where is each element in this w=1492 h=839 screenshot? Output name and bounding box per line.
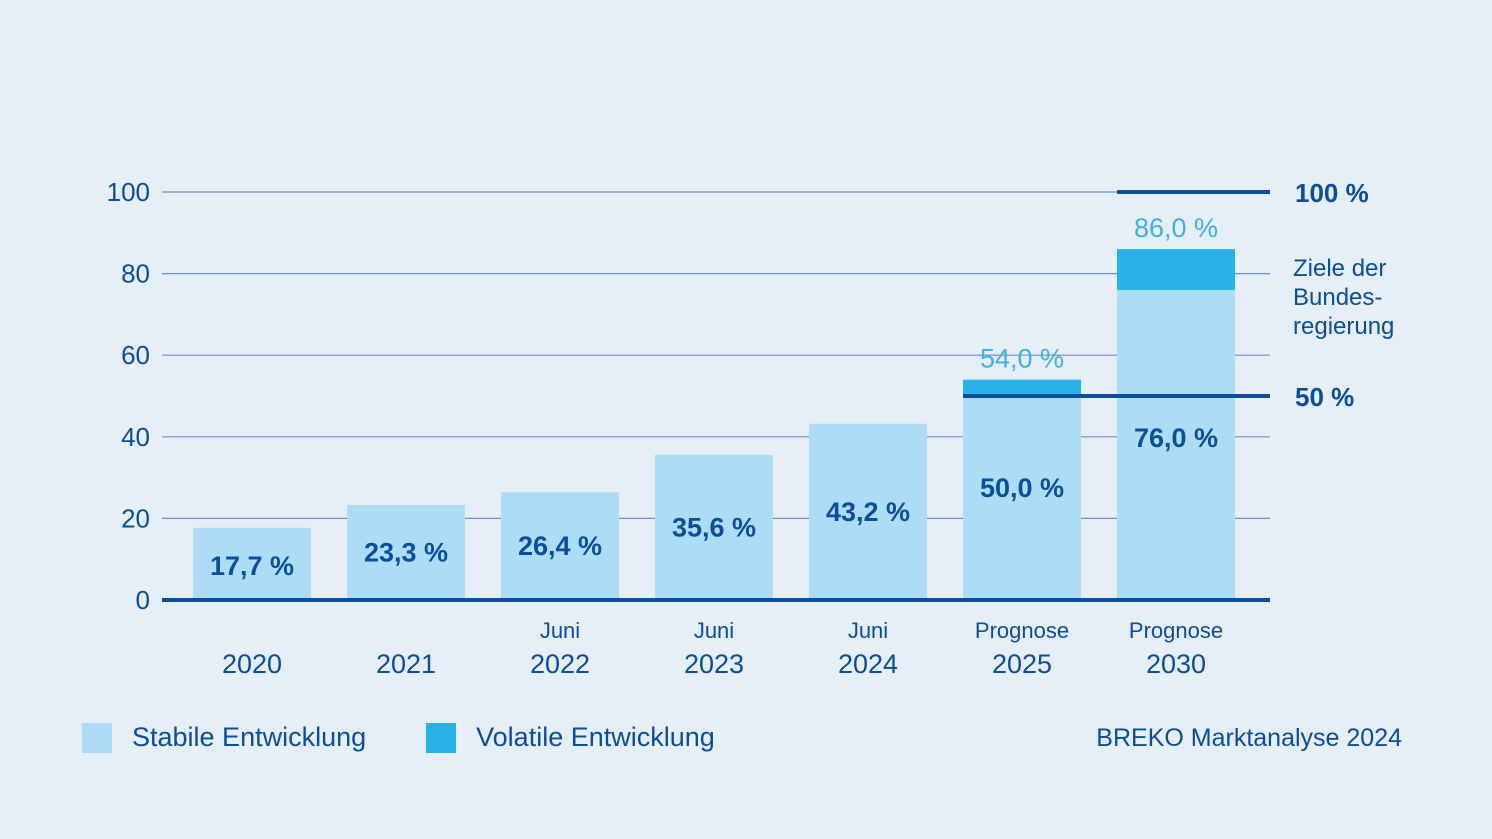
- source-note: BREKO Marktanalyse 2024: [1096, 724, 1402, 752]
- x-sublabel: Juni: [694, 618, 734, 643]
- data-label-stable: 17,7 %: [210, 551, 294, 581]
- target-note: Ziele der: [1293, 255, 1386, 282]
- y-tick-label: 20: [121, 503, 150, 533]
- x-tick-label: 2025: [992, 649, 1052, 679]
- x-sublabel: Prognose: [975, 618, 1069, 643]
- data-label-volatile: 86,0 %: [1134, 213, 1218, 243]
- bar-stable: [1117, 289, 1235, 600]
- x-tick-label: 2020: [222, 649, 282, 679]
- x-sublabel: Juni: [540, 618, 580, 643]
- legend-item-stable: Stabile Entwicklung: [82, 722, 366, 753]
- legend-swatch-stable: [82, 722, 112, 753]
- legend-label-volatile: Volatile Entwicklung: [476, 722, 715, 752]
- bar-stable: [501, 492, 619, 600]
- x-tick-label: 2022: [530, 649, 590, 679]
- legend: Stabile Entwicklung Volatile Entwicklung: [82, 722, 775, 753]
- y-tick-label: 40: [121, 422, 150, 452]
- legend-item-volatile: Volatile Entwicklung: [426, 722, 715, 753]
- data-label-stable: 23,3 %: [364, 537, 448, 567]
- bar-chart: 0 20 40 60 80 100 100 % 50 % Ziele derBundes-reg…: [107, 177, 1395, 679]
- data-label-stable: 26,4 %: [518, 531, 602, 561]
- target-note: regierung: [1293, 313, 1394, 340]
- y-tick-label: 60: [121, 340, 150, 370]
- x-tick-label: 2023: [684, 649, 744, 679]
- bar-volatile: [963, 379, 1081, 396]
- data-label-volatile: 54,0 %: [980, 344, 1064, 374]
- bar-stable: [193, 527, 311, 600]
- data-label-stable: 76,0 %: [1134, 423, 1218, 453]
- data-label-stable: 50,0 %: [980, 473, 1064, 503]
- bar-stable: [809, 423, 927, 600]
- x-tick-label: 2030: [1146, 649, 1206, 679]
- legend-swatch-volatile: [426, 722, 457, 753]
- target-label: 50 %: [1295, 382, 1354, 412]
- x-sublabel: Juni: [848, 618, 888, 643]
- y-tick-label: 80: [121, 259, 150, 289]
- bar-stable: [347, 504, 465, 600]
- target-note: Bundes-: [1293, 284, 1382, 311]
- x-sublabel: Prognose: [1129, 618, 1223, 643]
- bar-stable: [655, 454, 773, 600]
- target-label: 100 %: [1295, 178, 1369, 208]
- x-tick-label: 2021: [376, 649, 436, 679]
- y-tick-label: 100: [107, 177, 150, 207]
- legend-label-stable: Stabile Entwicklung: [132, 722, 367, 752]
- y-tick-label: 0: [136, 585, 150, 615]
- bar-stable: [963, 396, 1081, 600]
- x-tick-label: 2024: [838, 649, 898, 679]
- data-label-stable: 35,6 %: [672, 512, 756, 542]
- data-label-stable: 43,2 %: [826, 497, 910, 527]
- bar-volatile: [1117, 249, 1235, 290]
